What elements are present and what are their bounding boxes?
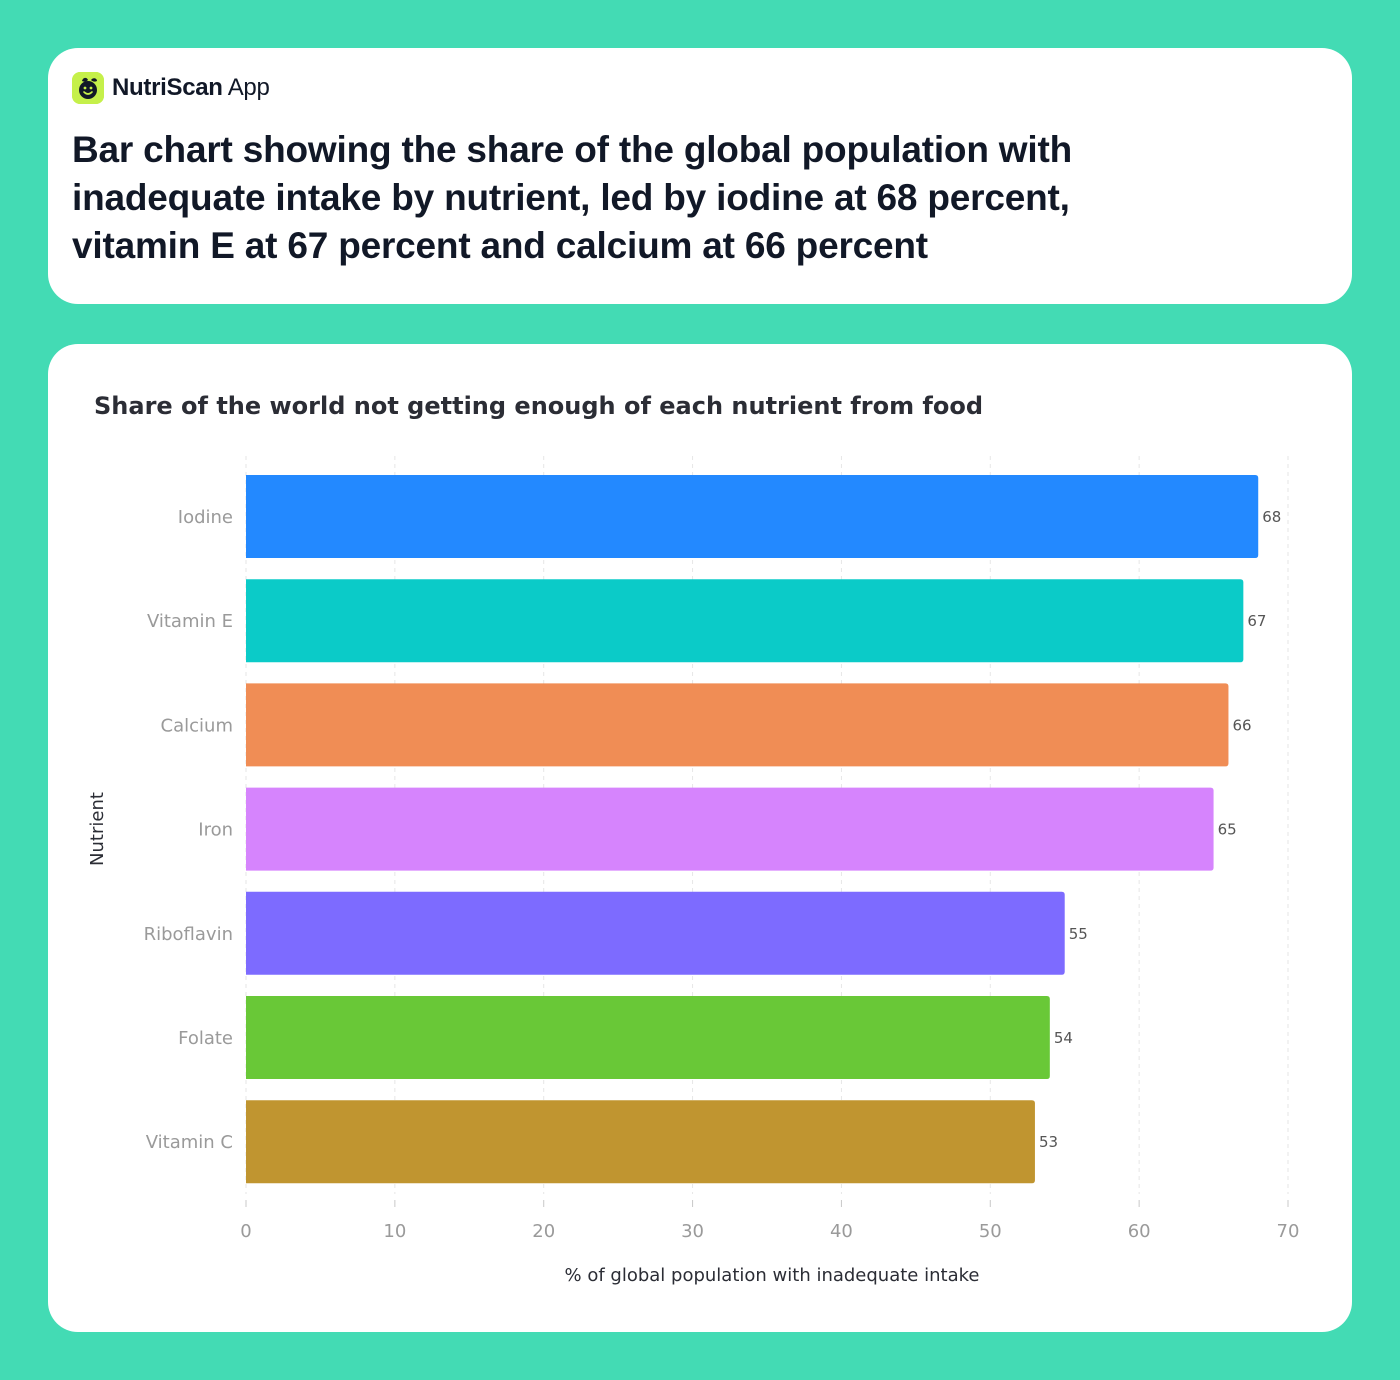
value-label: 65: [1218, 821, 1237, 839]
x-tick-label: 30: [681, 1221, 704, 1242]
x-tick-label: 20: [532, 1221, 555, 1242]
value-label: 68: [1262, 508, 1281, 526]
bar-calcium: [246, 683, 1229, 767]
value-label: 54: [1054, 1029, 1073, 1047]
x-axis-ticks: 0 10 20 30 40 50 60 70: [240, 1200, 1299, 1242]
category-label: Calcium: [161, 715, 233, 736]
brand-name: NutriScan App: [112, 74, 270, 102]
x-tick-label: 50: [979, 1221, 1002, 1242]
bars: [246, 475, 1259, 1184]
x-axis-label: % of global population with inadequate i…: [565, 1265, 980, 1286]
bar-folate: [246, 996, 1050, 1079]
bar-riboflavin: [246, 891, 1065, 975]
bar-iron: [246, 787, 1214, 871]
category-label: Vitamin C: [146, 1132, 233, 1153]
chart-title: Share of the world not getting enough of…: [94, 392, 983, 420]
brand: NutriScan App: [72, 72, 270, 104]
chart-card: Share of the world not getting enough of…: [48, 344, 1352, 1332]
headline: Bar chart showing the share of the globa…: [72, 129, 1072, 266]
category-label: Vitamin E: [147, 611, 233, 632]
value-label: 66: [1232, 716, 1251, 734]
category-label: Folate: [178, 1028, 233, 1049]
category-labels: Iodine Vitamin E Calcium Iron Riboflavin Fola…: [144, 507, 233, 1153]
header-card: NutriScan App Bar chart showing the shar…: [48, 48, 1352, 304]
category-label: Iodine: [178, 507, 233, 528]
value-label: 67: [1247, 612, 1266, 630]
bar-vitamin-c: [246, 1100, 1035, 1184]
x-tick-label: 10: [383, 1221, 406, 1242]
brand-name-light: App: [227, 74, 270, 101]
category-label: Iron: [198, 820, 233, 841]
x-tick-label: 0: [240, 1221, 251, 1242]
bar-iodine: [246, 475, 1259, 558]
smiley-leaf-icon: [72, 72, 104, 104]
bar-vitamin-e: [246, 579, 1244, 663]
x-tick-label: 60: [1128, 1221, 1151, 1242]
value-labels: 68 67 66 65 55 54 53: [1039, 508, 1281, 1151]
y-axis-label: Nutrient: [87, 792, 108, 866]
category-label: Riboflavin: [144, 924, 233, 945]
value-label: 53: [1039, 1133, 1058, 1151]
bar-chart: Share of the world not getting enough of…: [87, 392, 1299, 1286]
x-tick-label: 70: [1277, 1221, 1300, 1242]
value-label: 55: [1069, 925, 1088, 943]
x-tick-label: 40: [830, 1221, 853, 1242]
brand-name-bold: NutriScan: [112, 74, 223, 101]
